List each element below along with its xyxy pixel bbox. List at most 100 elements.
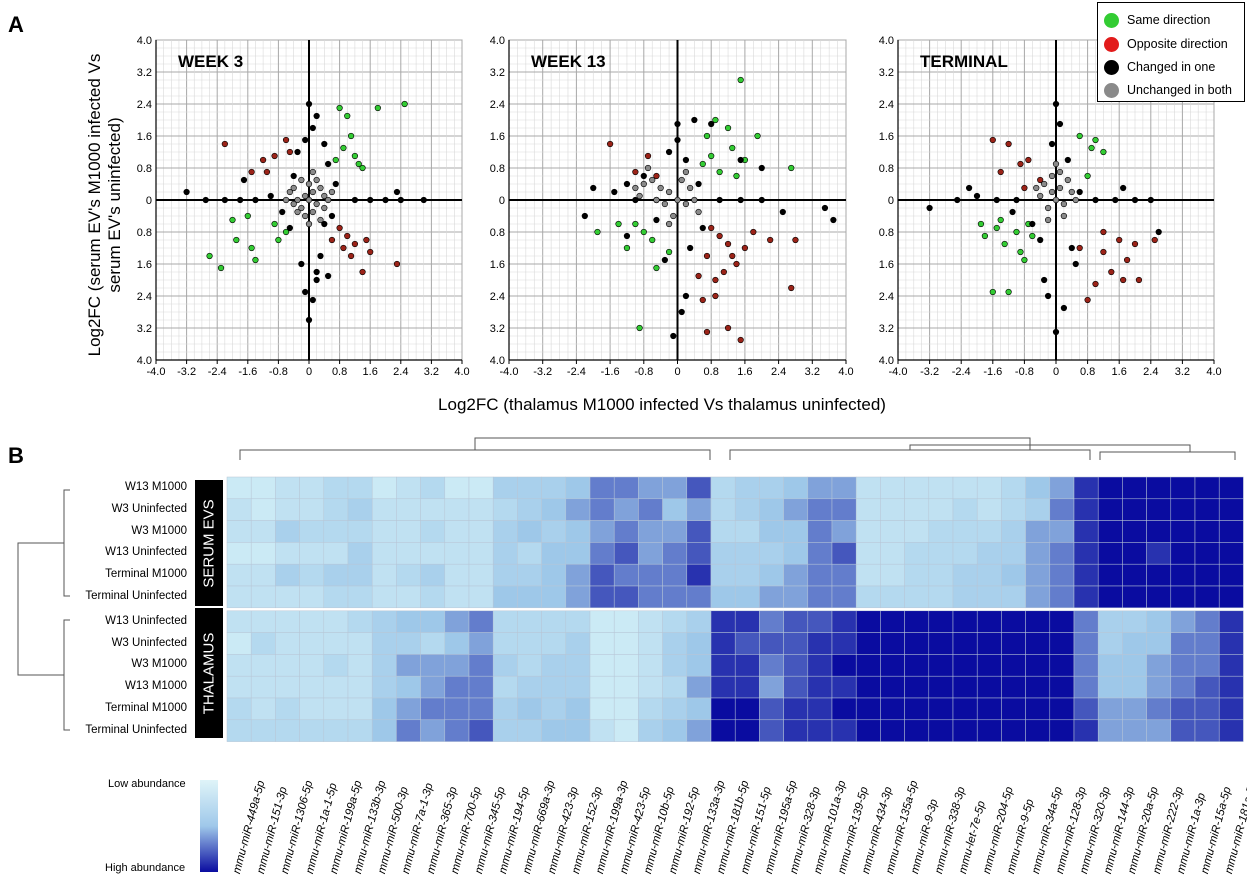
heatmap-cell [589,719,615,742]
heatmap-cell [565,675,591,699]
heatmap-cell [880,498,905,521]
heatmap-cell [275,476,300,500]
heatmap-cell [1122,632,1147,655]
heatmap-cell [1122,675,1147,699]
heatmap-cell [589,610,615,633]
heatmap-cell [347,675,373,699]
point-changed [611,188,618,196]
x-tick-label: -0.8 [269,366,288,378]
heatmap-cell [1025,654,1051,677]
legend-item-opposite: Opposite direction [1104,34,1228,54]
point-unchanged [632,184,639,192]
heatmap-cell [952,520,978,543]
point-opposite [248,168,255,176]
heatmap-cell [492,632,518,655]
point-unchanged [298,176,305,184]
heatmap-cell [517,563,542,587]
heatmap-cell [807,476,833,500]
heatmap-cell [492,520,518,543]
heatmap-cell [396,719,421,742]
heatmap-cell [226,563,252,587]
point-same [355,160,362,168]
x-tick-label: -2.4 [952,366,971,378]
heatmap-cell [662,610,688,633]
heatmap-cell [1001,563,1026,587]
heatmap-cell [1097,610,1123,633]
heatmap-cell [807,563,833,587]
heatmap-cell [250,632,276,655]
heatmap-cell [734,563,760,587]
legend: Same direction Opposite direction Change… [1097,2,1245,102]
heatmap-cell [347,610,373,633]
heatmap-cell [323,498,349,521]
heatmap-cell [734,719,760,742]
point-unchanged [665,188,673,196]
heatmap-cell [880,542,905,565]
heatmap-cell [734,632,760,655]
point-same [233,236,240,244]
heatmap-cell [396,563,421,587]
point-opposite [712,276,719,284]
heatmap-cell [1025,632,1051,655]
point-same [636,324,643,332]
heatmap-cell [396,654,421,677]
column-dendrogram [239,437,1236,460]
heatmap-cell [1194,542,1220,565]
point-changed [325,272,332,280]
heatmap-cell [371,697,397,721]
heatmap-cell [468,585,494,609]
heatmap-cell [710,675,736,699]
point-unchanged [640,180,647,188]
point-unchanged [328,188,336,196]
heatmap-cell [1073,632,1099,655]
point-same [977,220,985,228]
y-tick-label: 1.6 [137,131,152,143]
point-same [703,132,711,140]
heatmap-cell [226,697,252,721]
heatmap-cell [710,542,736,565]
heatmap-cell [710,654,736,677]
heatmap-cell [1097,632,1123,655]
heatmap-cell [783,675,809,699]
point-same [206,252,213,260]
point-opposite [344,232,351,240]
point-same [359,164,366,172]
heatmap-cell [686,585,712,609]
point-same [248,244,255,252]
heatmap-cell [299,520,325,543]
point-same [1029,232,1036,240]
point-same [244,212,251,220]
heatmap-cell [1025,585,1051,609]
heatmap-cell [1073,542,1099,565]
point-unchanged [1072,196,1079,204]
heatmap-cell [541,585,567,609]
point-changed [682,156,690,164]
heatmap-cell [976,675,1002,699]
point-same [374,104,381,112]
heatmap-cell [976,697,1002,721]
heatmap-cell [517,498,542,521]
heatmap-cell [323,610,349,633]
heatmap-cell [492,654,518,677]
heatmap-cell [1001,542,1026,565]
heatmap-cell [734,542,760,565]
y-tick-label: 3.2 [137,67,152,79]
heatmap-cell [807,675,833,699]
point-unchanged [302,212,309,220]
heatmap-cell [299,675,325,699]
heatmap-cell [638,585,663,609]
point-same [997,216,1004,224]
heatmap-cell [1194,610,1220,633]
heatmap-row-label: Terminal M1000 [105,568,187,581]
heatmap-cell [952,476,978,500]
point-changed [695,180,702,188]
point-same [1017,248,1024,256]
heatmap-cell [396,498,421,521]
heatmap-cell [541,632,567,655]
point-changed [290,172,297,180]
point-changed [221,196,228,204]
heatmap-cell [444,675,470,699]
heatmap-cell [323,585,349,609]
point-same [347,132,355,140]
point-changed [393,188,401,196]
